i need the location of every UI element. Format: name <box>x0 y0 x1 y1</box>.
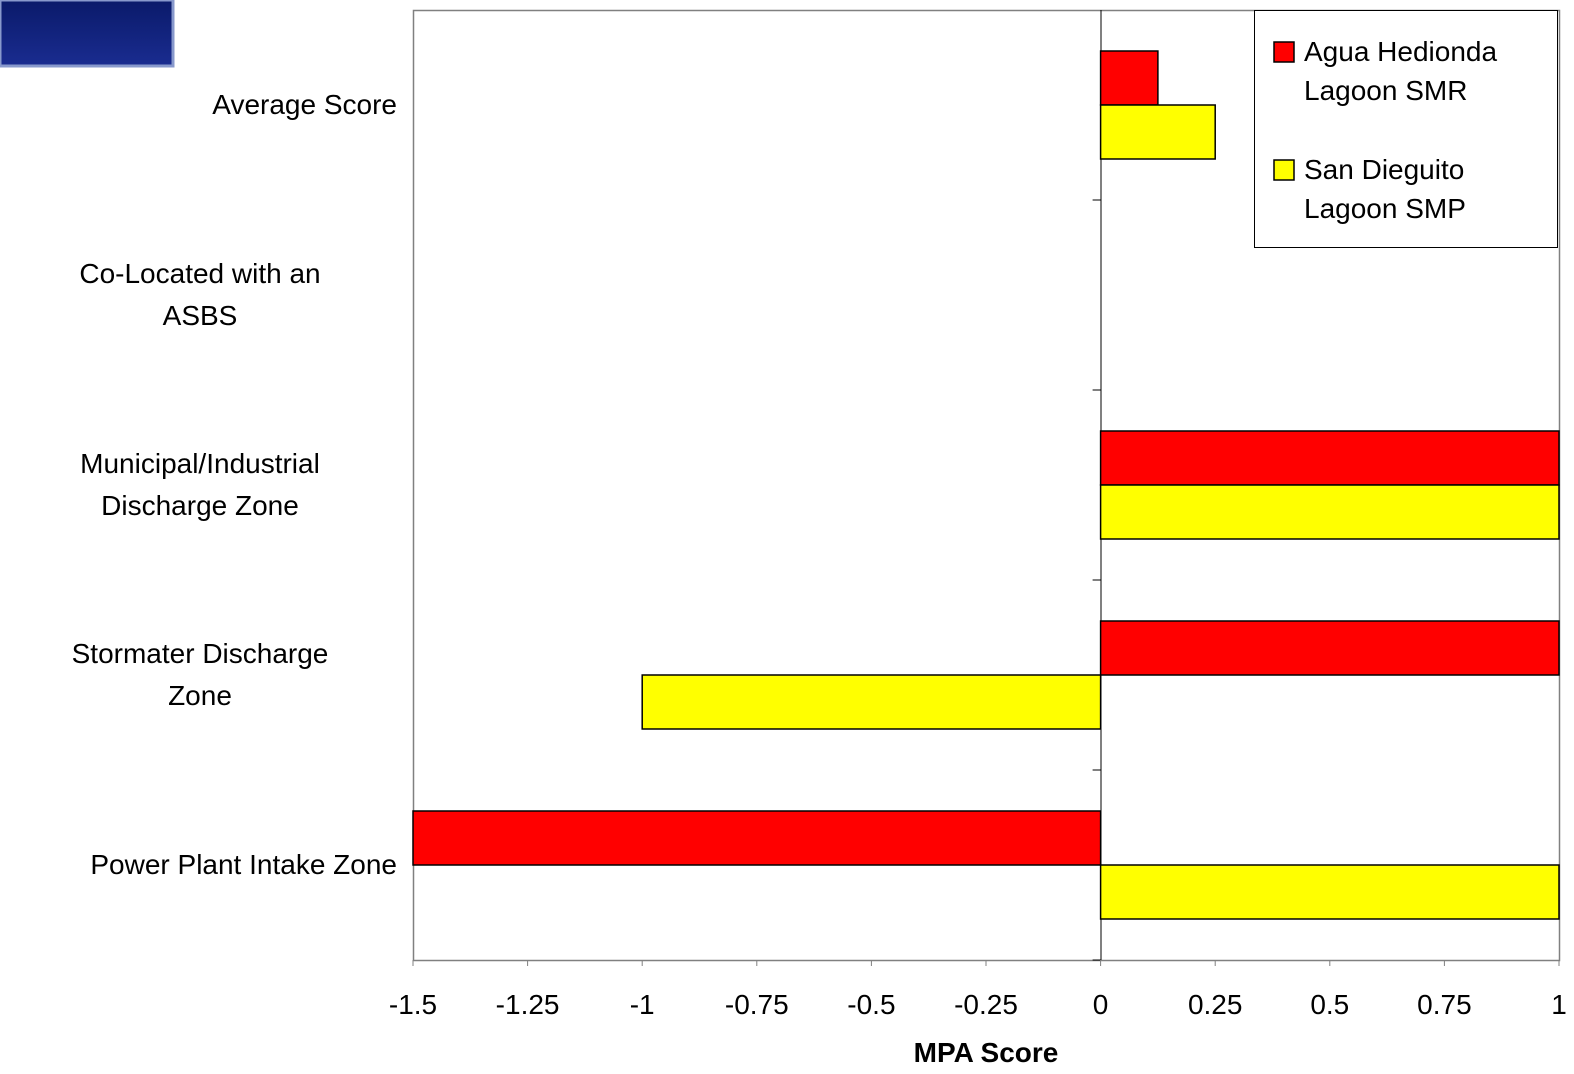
x-tick-label: -0.25 <box>954 989 1018 1020</box>
legend-box <box>1254 10 1558 248</box>
bar <box>1099 104 1216 160</box>
bar <box>641 674 1102 730</box>
category-label: Power Plant Intake Zone <box>90 849 397 880</box>
bar <box>1099 430 1560 486</box>
bar <box>1099 620 1560 676</box>
x-axis-title: MPA Score <box>913 1037 1059 1068</box>
legend-swatch <box>1273 159 1295 181</box>
x-tick-label: 0.5 <box>1310 989 1350 1020</box>
bar <box>412 810 1102 866</box>
legend-swatch <box>1273 41 1295 63</box>
bar <box>1099 484 1560 540</box>
category-label: Municipal/Industrial Discharge Zone <box>80 448 320 521</box>
x-tick-label: 0 <box>1092 989 1109 1020</box>
x-tick-label: -1.25 <box>495 989 560 1020</box>
bar <box>1099 864 1560 920</box>
x-tick-label: -0.75 <box>724 989 789 1020</box>
x-tick-label: 1 <box>1551 989 1567 1020</box>
x-tick-label: -1 <box>629 989 655 1020</box>
legend-label: Agua Hedionda Lagoon SMR <box>1304 36 1498 106</box>
x-tick-label: -1.5 <box>388 989 438 1020</box>
category-label: Co-Located with an ASBS <box>79 258 321 331</box>
logo-image <box>0 0 175 68</box>
category-label: Average Score <box>212 89 397 120</box>
legend-label: San Dieguito Lagoon SMP <box>1304 154 1466 224</box>
x-tick-label: -0.5 <box>847 989 896 1020</box>
x-tick-label: 0.75 <box>1417 989 1472 1020</box>
category-label: Stormater Discharge Zone <box>71 638 329 711</box>
x-tick-label: 0.25 <box>1187 989 1243 1020</box>
bar <box>1099 50 1159 106</box>
